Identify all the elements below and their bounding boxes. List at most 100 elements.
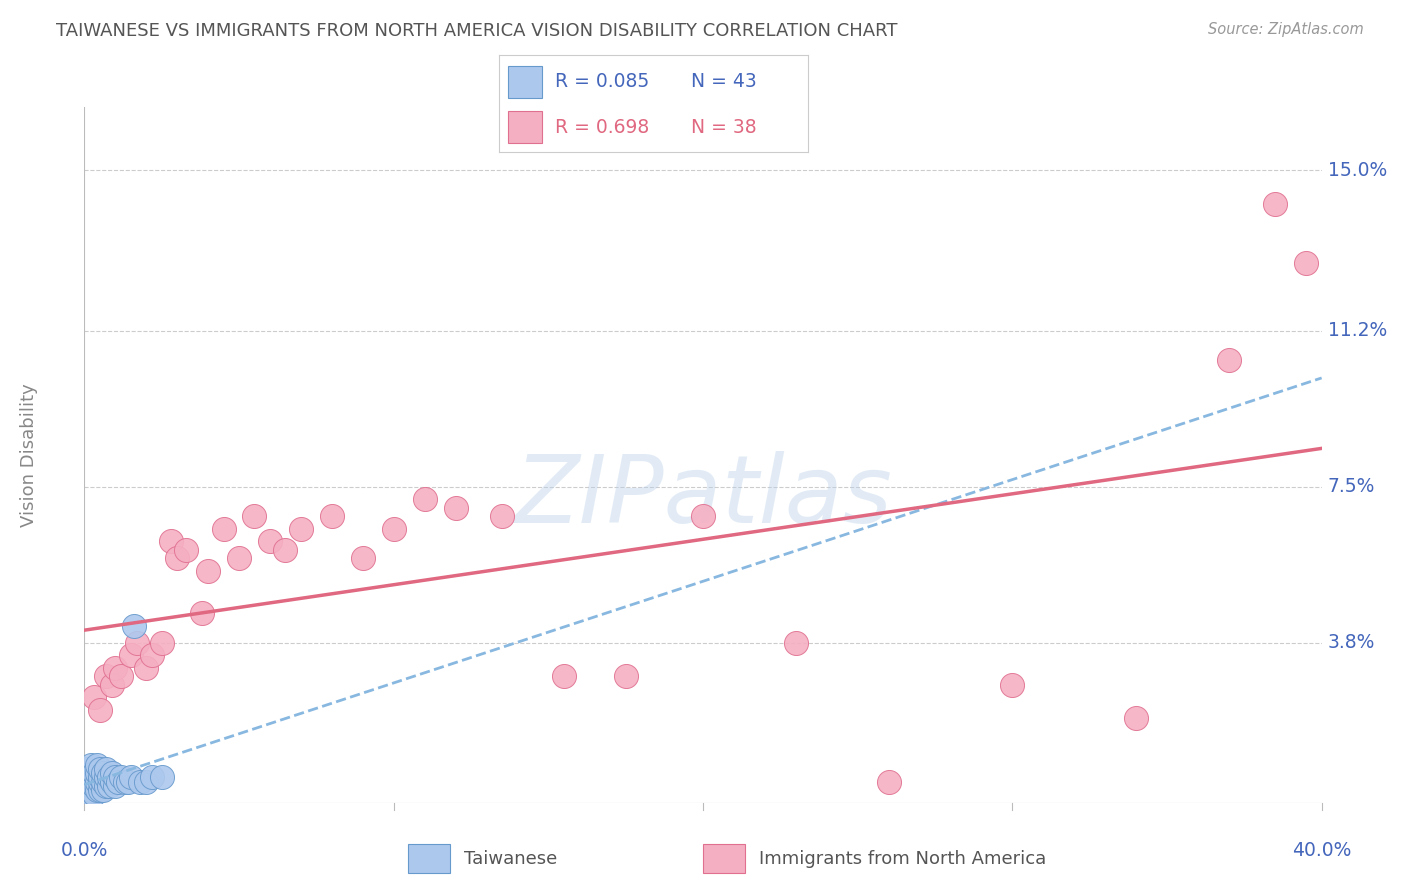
Point	[321, 509, 343, 524]
Point	[125, 635, 148, 649]
Point	[94, 762, 117, 776]
Point	[98, 779, 121, 793]
Point	[110, 771, 132, 785]
Point	[243, 509, 266, 524]
Point	[120, 648, 142, 663]
Text: N = 43: N = 43	[690, 72, 756, 91]
Point	[1264, 197, 1286, 211]
Point	[94, 779, 117, 793]
Point	[76, 788, 98, 802]
Point	[160, 534, 183, 549]
Point	[79, 757, 101, 772]
Point	[79, 771, 101, 785]
Point	[91, 783, 114, 797]
Point	[413, 492, 436, 507]
Bar	[703, 844, 745, 873]
Point	[86, 783, 108, 797]
Point	[104, 779, 127, 793]
Text: 11.2%: 11.2%	[1327, 321, 1388, 340]
Point	[101, 678, 124, 692]
Point	[444, 500, 467, 515]
Point	[129, 774, 152, 789]
Text: 15.0%: 15.0%	[1327, 161, 1388, 180]
Point	[117, 774, 139, 789]
Point	[107, 774, 129, 789]
Point	[1125, 711, 1147, 725]
Point	[79, 779, 101, 793]
Point	[259, 534, 281, 549]
Point	[91, 774, 114, 789]
Point	[83, 788, 105, 802]
Point	[101, 766, 124, 780]
Point	[76, 774, 98, 789]
Point	[692, 509, 714, 524]
Point	[166, 551, 188, 566]
Point	[104, 661, 127, 675]
Point	[274, 542, 297, 557]
Point	[197, 564, 219, 578]
Text: TAIWANESE VS IMMIGRANTS FROM NORTH AMERICA VISION DISABILITY CORRELATION CHART: TAIWANESE VS IMMIGRANTS FROM NORTH AMERI…	[56, 22, 898, 40]
Point	[79, 788, 101, 802]
Point	[86, 766, 108, 780]
Point	[83, 766, 105, 780]
Point	[150, 771, 173, 785]
Text: 40.0%: 40.0%	[1292, 841, 1351, 860]
Text: Taiwanese: Taiwanese	[464, 849, 557, 868]
Point	[382, 522, 405, 536]
Point	[89, 783, 111, 797]
Point	[141, 771, 163, 785]
Point	[290, 522, 312, 536]
Point	[1295, 256, 1317, 270]
Point	[553, 669, 575, 683]
Point	[91, 766, 114, 780]
Point	[212, 522, 235, 536]
Point	[89, 762, 111, 776]
Point	[352, 551, 374, 566]
Bar	[509, 66, 543, 98]
Point	[89, 703, 111, 717]
Point	[89, 771, 111, 785]
Text: 7.5%: 7.5%	[1327, 477, 1375, 496]
Point	[135, 661, 157, 675]
Point	[86, 757, 108, 772]
Text: N = 38: N = 38	[690, 118, 756, 136]
Point	[191, 606, 214, 620]
Point	[83, 690, 105, 705]
Text: Source: ZipAtlas.com: Source: ZipAtlas.com	[1208, 22, 1364, 37]
Bar	[509, 112, 543, 143]
Point	[228, 551, 250, 566]
Point	[491, 509, 513, 524]
Bar	[408, 844, 450, 873]
Point	[104, 771, 127, 785]
Point	[1218, 353, 1240, 368]
Point	[86, 774, 108, 789]
Text: ZIPatlas: ZIPatlas	[515, 451, 891, 542]
Point	[101, 774, 124, 789]
Point	[150, 635, 173, 649]
Point	[83, 779, 105, 793]
Point	[83, 771, 105, 785]
Point	[76, 762, 98, 776]
Text: Vision Disability: Vision Disability	[20, 383, 38, 527]
Point	[98, 771, 121, 785]
Point	[76, 783, 98, 797]
Text: Immigrants from North America: Immigrants from North America	[759, 849, 1046, 868]
Point	[1001, 678, 1024, 692]
Point	[176, 542, 198, 557]
Point	[135, 774, 157, 789]
Point	[79, 783, 101, 797]
Point	[877, 774, 900, 789]
Point	[94, 771, 117, 785]
Point	[141, 648, 163, 663]
Text: 0.0%: 0.0%	[60, 841, 108, 860]
Point	[94, 669, 117, 683]
Point	[114, 774, 136, 789]
Text: R = 0.698: R = 0.698	[555, 118, 650, 136]
Text: R = 0.085: R = 0.085	[555, 72, 650, 91]
Point	[110, 669, 132, 683]
Point	[120, 771, 142, 785]
Point	[89, 774, 111, 789]
Point	[614, 669, 637, 683]
Point	[122, 618, 145, 632]
Point	[785, 635, 807, 649]
